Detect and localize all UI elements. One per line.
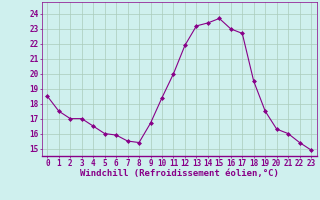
X-axis label: Windchill (Refroidissement éolien,°C): Windchill (Refroidissement éolien,°C): [80, 169, 279, 178]
